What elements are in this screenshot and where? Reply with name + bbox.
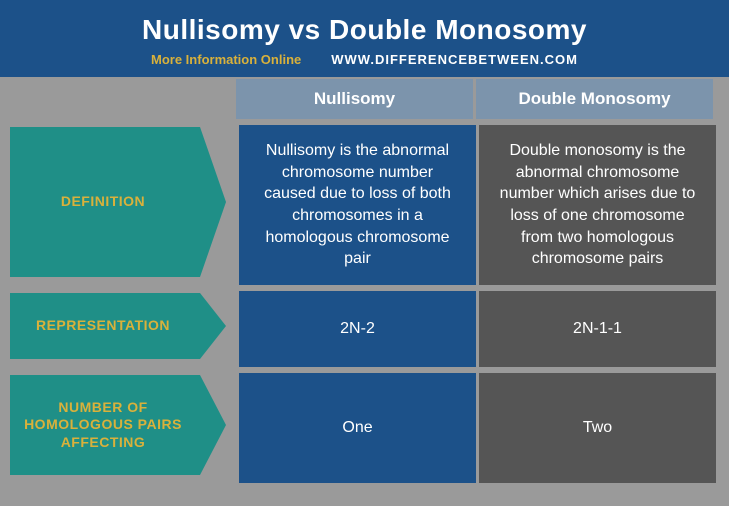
cell-representation-a: 2N-2 [236,285,476,367]
row-label-cell: NUMBER OF HOMOLOGOUS PAIRS AFFECTING [10,367,236,483]
page-title: Nullisomy vs Double Monosomy [20,14,709,46]
row-label-cell: REPRESENTATION [10,285,236,367]
column-header-b: Double Monosomy [476,79,716,119]
column-header-a: Nullisomy [236,79,476,119]
row-label-arrow: REPRESENTATION [10,293,200,359]
cell-pairs-a: One [236,367,476,483]
row-label-arrow: NUMBER OF HOMOLOGOUS PAIRS AFFECTING [10,375,200,475]
header-banner: Nullisomy vs Double Monosomy More Inform… [0,0,729,79]
site-url: WWW.DIFFERENCEBETWEEN.COM [331,52,578,67]
comparison-table: Nullisomy Double Monosomy DEFINITION Nul… [0,79,729,483]
cell-definition-b: Double monosomy is the abnormal chromoso… [476,119,716,285]
subheader: More Information Online WWW.DIFFERENCEBE… [20,52,709,67]
cell-pairs-b: Two [476,367,716,483]
row-label-arrow: DEFINITION [10,127,200,277]
corner-empty [10,79,236,119]
cell-representation-b: 2N-1-1 [476,285,716,367]
row-label-cell: DEFINITION [10,119,236,285]
cell-definition-a: Nullisomy is the abnormal chromosome num… [236,119,476,285]
more-info-label: More Information Online [151,52,301,67]
